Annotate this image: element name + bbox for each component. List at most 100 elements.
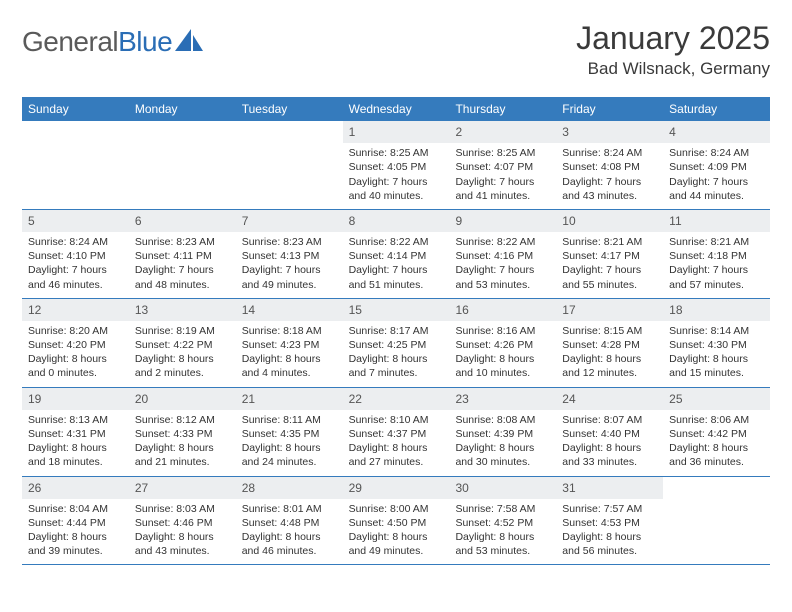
daylight-text: Daylight: 8 hours and 21 minutes. bbox=[135, 441, 230, 469]
sunset-text: Sunset: 4:31 PM bbox=[28, 427, 123, 441]
daylight-text: Daylight: 8 hours and 2 minutes. bbox=[135, 352, 230, 380]
day-cell: 6Sunrise: 8:23 AMSunset: 4:11 PMDaylight… bbox=[129, 210, 236, 298]
day-cell: 4Sunrise: 8:24 AMSunset: 4:09 PMDaylight… bbox=[663, 121, 770, 209]
daylight-text: Daylight: 7 hours and 55 minutes. bbox=[562, 263, 657, 291]
day-details: Sunrise: 8:23 AMSunset: 4:11 PMDaylight:… bbox=[129, 232, 236, 298]
sunset-text: Sunset: 4:53 PM bbox=[562, 516, 657, 530]
day-cell: 25Sunrise: 8:06 AMSunset: 4:42 PMDayligh… bbox=[663, 388, 770, 476]
sunset-text: Sunset: 4:52 PM bbox=[455, 516, 550, 530]
day-cell: 23Sunrise: 8:08 AMSunset: 4:39 PMDayligh… bbox=[449, 388, 556, 476]
day-number: 6 bbox=[129, 210, 236, 232]
day-details: Sunrise: 8:16 AMSunset: 4:26 PMDaylight:… bbox=[449, 321, 556, 387]
sunrise-text: Sunrise: 8:00 AM bbox=[349, 502, 444, 516]
logo: GeneralBlue bbox=[22, 26, 203, 58]
weekday-header: Monday bbox=[129, 97, 236, 121]
daylight-text: Daylight: 7 hours and 40 minutes. bbox=[349, 175, 444, 203]
day-details: Sunrise: 8:20 AMSunset: 4:20 PMDaylight:… bbox=[22, 321, 129, 387]
daylight-text: Daylight: 8 hours and 39 minutes. bbox=[28, 530, 123, 558]
day-number: 26 bbox=[22, 477, 129, 499]
day-number: 7 bbox=[236, 210, 343, 232]
daylight-text: Daylight: 7 hours and 53 minutes. bbox=[455, 263, 550, 291]
sunrise-text: Sunrise: 8:22 AM bbox=[349, 235, 444, 249]
sunrise-text: Sunrise: 8:19 AM bbox=[135, 324, 230, 338]
sunset-text: Sunset: 4:30 PM bbox=[669, 338, 764, 352]
sunset-text: Sunset: 4:11 PM bbox=[135, 249, 230, 263]
day-details: Sunrise: 8:22 AMSunset: 4:16 PMDaylight:… bbox=[449, 232, 556, 298]
weekday-header: Saturday bbox=[663, 97, 770, 121]
daylight-text: Daylight: 8 hours and 24 minutes. bbox=[242, 441, 337, 469]
day-cell bbox=[236, 121, 343, 209]
day-cell: 31Sunrise: 7:57 AMSunset: 4:53 PMDayligh… bbox=[556, 477, 663, 565]
day-number: 12 bbox=[22, 299, 129, 321]
sunset-text: Sunset: 4:44 PM bbox=[28, 516, 123, 530]
day-number: 5 bbox=[22, 210, 129, 232]
daylight-text: Daylight: 8 hours and 49 minutes. bbox=[349, 530, 444, 558]
calendar: SundayMondayTuesdayWednesdayThursdayFrid… bbox=[22, 97, 770, 565]
day-details: Sunrise: 8:24 AMSunset: 4:09 PMDaylight:… bbox=[663, 143, 770, 209]
day-cell bbox=[129, 121, 236, 209]
day-details: Sunrise: 8:15 AMSunset: 4:28 PMDaylight:… bbox=[556, 321, 663, 387]
daylight-text: Daylight: 8 hours and 0 minutes. bbox=[28, 352, 123, 380]
sunset-text: Sunset: 4:18 PM bbox=[669, 249, 764, 263]
day-details: Sunrise: 8:07 AMSunset: 4:40 PMDaylight:… bbox=[556, 410, 663, 476]
sunset-text: Sunset: 4:40 PM bbox=[562, 427, 657, 441]
sunrise-text: Sunrise: 8:04 AM bbox=[28, 502, 123, 516]
day-cell: 26Sunrise: 8:04 AMSunset: 4:44 PMDayligh… bbox=[22, 477, 129, 565]
sunset-text: Sunset: 4:05 PM bbox=[349, 160, 444, 174]
day-cell: 13Sunrise: 8:19 AMSunset: 4:22 PMDayligh… bbox=[129, 299, 236, 387]
day-cell: 29Sunrise: 8:00 AMSunset: 4:50 PMDayligh… bbox=[343, 477, 450, 565]
daylight-text: Daylight: 8 hours and 27 minutes. bbox=[349, 441, 444, 469]
title-block: January 2025 Bad Wilsnack, Germany bbox=[576, 20, 770, 79]
day-number bbox=[22, 121, 129, 143]
weekday-header: Tuesday bbox=[236, 97, 343, 121]
sunset-text: Sunset: 4:39 PM bbox=[455, 427, 550, 441]
day-details: Sunrise: 8:25 AMSunset: 4:05 PMDaylight:… bbox=[343, 143, 450, 209]
month-title: January 2025 bbox=[576, 20, 770, 57]
sunset-text: Sunset: 4:08 PM bbox=[562, 160, 657, 174]
day-details: Sunrise: 8:04 AMSunset: 4:44 PMDaylight:… bbox=[22, 499, 129, 565]
sunset-text: Sunset: 4:25 PM bbox=[349, 338, 444, 352]
day-cell: 30Sunrise: 7:58 AMSunset: 4:52 PMDayligh… bbox=[449, 477, 556, 565]
daylight-text: Daylight: 8 hours and 33 minutes. bbox=[562, 441, 657, 469]
day-number: 25 bbox=[663, 388, 770, 410]
daylight-text: Daylight: 8 hours and 30 minutes. bbox=[455, 441, 550, 469]
sunrise-text: Sunrise: 8:18 AM bbox=[242, 324, 337, 338]
weekday-header-row: SundayMondayTuesdayWednesdayThursdayFrid… bbox=[22, 97, 770, 121]
sunrise-text: Sunrise: 8:11 AM bbox=[242, 413, 337, 427]
sunset-text: Sunset: 4:10 PM bbox=[28, 249, 123, 263]
week-row: 19Sunrise: 8:13 AMSunset: 4:31 PMDayligh… bbox=[22, 388, 770, 477]
day-number: 9 bbox=[449, 210, 556, 232]
day-number: 4 bbox=[663, 121, 770, 143]
day-details: Sunrise: 8:24 AMSunset: 4:08 PMDaylight:… bbox=[556, 143, 663, 209]
daylight-text: Daylight: 7 hours and 57 minutes. bbox=[669, 263, 764, 291]
daylight-text: Daylight: 7 hours and 49 minutes. bbox=[242, 263, 337, 291]
sunset-text: Sunset: 4:22 PM bbox=[135, 338, 230, 352]
day-cell: 19Sunrise: 8:13 AMSunset: 4:31 PMDayligh… bbox=[22, 388, 129, 476]
logo-text-gray: General bbox=[22, 26, 118, 57]
day-cell: 9Sunrise: 8:22 AMSunset: 4:16 PMDaylight… bbox=[449, 210, 556, 298]
day-number: 15 bbox=[343, 299, 450, 321]
day-details: Sunrise: 8:08 AMSunset: 4:39 PMDaylight:… bbox=[449, 410, 556, 476]
day-number: 30 bbox=[449, 477, 556, 499]
sunset-text: Sunset: 4:20 PM bbox=[28, 338, 123, 352]
sunrise-text: Sunrise: 8:08 AM bbox=[455, 413, 550, 427]
daylight-text: Daylight: 7 hours and 44 minutes. bbox=[669, 175, 764, 203]
daylight-text: Daylight: 8 hours and 7 minutes. bbox=[349, 352, 444, 380]
sunrise-text: Sunrise: 8:07 AM bbox=[562, 413, 657, 427]
sunrise-text: Sunrise: 8:23 AM bbox=[135, 235, 230, 249]
sunset-text: Sunset: 4:16 PM bbox=[455, 249, 550, 263]
day-number: 24 bbox=[556, 388, 663, 410]
sunrise-text: Sunrise: 8:15 AM bbox=[562, 324, 657, 338]
daylight-text: Daylight: 8 hours and 12 minutes. bbox=[562, 352, 657, 380]
day-cell: 20Sunrise: 8:12 AMSunset: 4:33 PMDayligh… bbox=[129, 388, 236, 476]
day-details: Sunrise: 8:21 AMSunset: 4:18 PMDaylight:… bbox=[663, 232, 770, 298]
day-cell: 28Sunrise: 8:01 AMSunset: 4:48 PMDayligh… bbox=[236, 477, 343, 565]
day-details: Sunrise: 8:17 AMSunset: 4:25 PMDaylight:… bbox=[343, 321, 450, 387]
logo-text: GeneralBlue bbox=[22, 26, 172, 58]
day-number bbox=[236, 121, 343, 143]
day-cell: 11Sunrise: 8:21 AMSunset: 4:18 PMDayligh… bbox=[663, 210, 770, 298]
day-details: Sunrise: 8:14 AMSunset: 4:30 PMDaylight:… bbox=[663, 321, 770, 387]
day-number: 11 bbox=[663, 210, 770, 232]
sunrise-text: Sunrise: 8:21 AM bbox=[669, 235, 764, 249]
sunrise-text: Sunrise: 8:10 AM bbox=[349, 413, 444, 427]
